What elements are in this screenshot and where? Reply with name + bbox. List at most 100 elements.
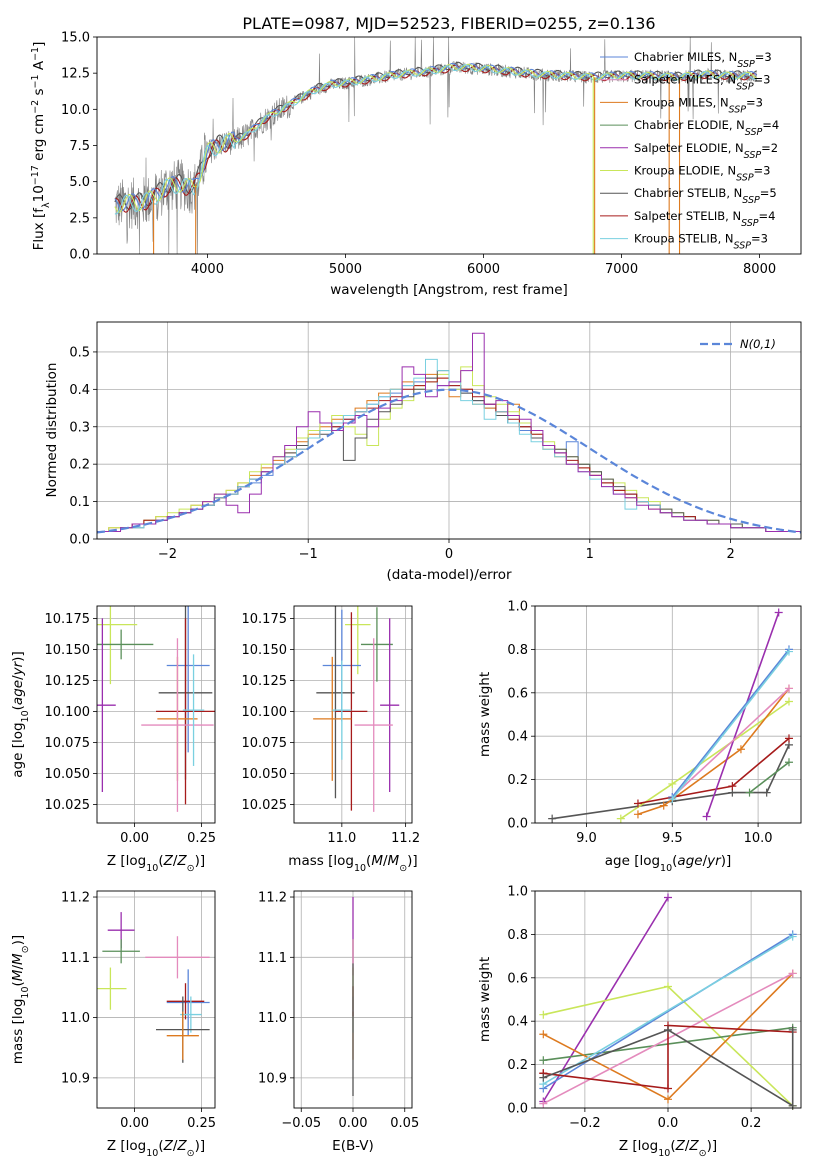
- x-axis-label: wavelength [Angstrom, rest frame]: [330, 282, 568, 298]
- y-tick-label: 0.2: [507, 773, 528, 788]
- weight-line: [543, 1029, 794, 1108]
- legend-entry: N(0,1): [740, 337, 776, 351]
- weight-vs-metallicity-panel: −0.2 0.0 0.2 0.0 0.2 0.4 0.6 0.8 1.0 Z [log10(Z/Z…: [477, 885, 802, 1159]
- y-tick-label: 11.1: [61, 951, 90, 966]
- plus-marker: [788, 932, 797, 941]
- y-tick-label: 0.0: [69, 248, 90, 263]
- plus-marker: [736, 745, 745, 754]
- plus-marker: [539, 1056, 548, 1065]
- y-tick-label: 10.150: [45, 643, 91, 658]
- weight-series: [548, 740, 793, 823]
- x-axis-label: Z [log10(Z/Z⊙)]: [107, 853, 205, 874]
- y-tick-label: 10.025: [242, 798, 288, 813]
- y-tick-label: 10.050: [242, 767, 288, 782]
- error-bar-point: [316, 606, 355, 799]
- x-tick-label: 9.5: [662, 831, 683, 846]
- plus-marker: [784, 758, 793, 767]
- y-tick-label: 15.0: [61, 31, 90, 46]
- x-tick-label: 0: [445, 547, 453, 562]
- y-tick-label: 10.100: [45, 705, 91, 720]
- x-tick-label: 1: [586, 547, 594, 562]
- y-tick-label: 10.075: [242, 736, 288, 751]
- x-tick-label: 2: [726, 547, 734, 562]
- x-tick-label: 7000: [605, 262, 638, 277]
- plus-marker: [616, 814, 625, 823]
- plus-marker: [788, 969, 797, 978]
- error-bar-point: [166, 606, 210, 753]
- plus-marker: [664, 982, 672, 991]
- plus-marker: [664, 1084, 672, 1093]
- y-tick-label: 0.8: [507, 643, 528, 658]
- error-bar-point: [97, 629, 154, 660]
- x-tick-label: 8000: [743, 262, 776, 277]
- y-tick-label: 0.8: [507, 928, 528, 943]
- plus-marker: [784, 697, 793, 706]
- x-tick-label: 0.2: [741, 1116, 762, 1131]
- error-bar-point: [380, 618, 400, 792]
- x-tick-label: 0.00: [120, 831, 149, 846]
- weight-line: [543, 1024, 793, 1090]
- y-axis-label: Flux [fλ10−17 erg cm−2 s−1 A−1]: [30, 42, 52, 251]
- weight-series: [745, 758, 793, 797]
- x-axis-label: Z [log10(Z/Z⊙)]: [619, 1138, 717, 1159]
- y-tick-label: 10.075: [45, 736, 91, 751]
- legend-entry: Chabrier STELIB, NSSP=5: [634, 186, 777, 206]
- x-tick-label: 4000: [191, 262, 224, 277]
- x-tick-label: 6000: [467, 262, 500, 277]
- error-bar-point: [180, 996, 202, 1033]
- model-spectrum: [114, 64, 758, 215]
- error-bar-point: [335, 612, 368, 811]
- y-tick-label: 0.4: [69, 383, 90, 398]
- plus-marker: [659, 801, 668, 810]
- y-tick-label: 0.3: [69, 420, 90, 435]
- weight-line: [637, 688, 790, 816]
- plus-marker: [702, 812, 711, 821]
- error-bar-point: [313, 656, 352, 781]
- legend-entry: Salpeter ELODIE, NSSP=2: [634, 141, 778, 161]
- y-tick-label: 11.2: [258, 891, 287, 906]
- y-tick-label: 10.125: [242, 674, 288, 689]
- plus-marker: [788, 1101, 797, 1110]
- plus-marker: [788, 1025, 797, 1034]
- x-axis-label: mass [log10(M/M⊙)]: [288, 853, 417, 874]
- weight-series: [702, 608, 783, 821]
- legend-entry: Salpeter STELIB, NSSP=4: [634, 209, 775, 229]
- error-bar-point: [360, 607, 393, 682]
- plus-marker: [762, 788, 771, 797]
- axes-frame: [293, 890, 413, 1109]
- weight-series: [633, 734, 793, 808]
- error-bar-point: [166, 1011, 199, 1060]
- x-tick-label: 0.0: [658, 1116, 679, 1131]
- y-tick-label: 0.0: [69, 533, 90, 548]
- plus-marker: [745, 788, 754, 797]
- y-axis-label: age [log10(age/yr)]: [10, 651, 31, 777]
- y-tick-label: 0.0: [507, 817, 528, 832]
- error-bar-point: [345, 606, 371, 675]
- legend-entry: Chabrier MILES, NSSP=3: [634, 50, 772, 70]
- error-bar-point: [145, 936, 210, 979]
- plus-marker: [784, 647, 793, 656]
- error-bar-point: [97, 618, 116, 792]
- weight-line: [671, 648, 790, 798]
- x-tick-label: 10.0: [744, 831, 773, 846]
- y-tick-label: 10.0: [61, 103, 90, 118]
- y-tick-label: 1.0: [507, 885, 528, 900]
- y-tick-label: 2.5: [69, 211, 90, 226]
- x-tick-label: 0.25: [187, 831, 216, 846]
- residuals-histogram-panel: −2 −1 0 1 2 0.0 0.1 0.2 0.3 0.4 0.5 N(0,1) (data-mod…: [44, 321, 802, 583]
- figure-title: PLATE=0987, MJD=52523, FIBERID=0255, z=0…: [242, 14, 655, 33]
- plus-marker: [539, 1010, 548, 1019]
- x-tick-label: 0.00: [120, 1116, 149, 1131]
- plus-marker: [539, 1099, 548, 1108]
- weight-series: [539, 1025, 797, 1110]
- y-tick-label: 0.4: [507, 1015, 528, 1030]
- plus-marker: [774, 608, 783, 617]
- weight-line: [542, 933, 794, 1090]
- axes-frame: [534, 890, 802, 1109]
- error-bar-point: [354, 638, 393, 812]
- weight-line: [749, 761, 790, 794]
- error-bar-point: [141, 638, 214, 812]
- y-tick-label: 10.9: [258, 1071, 287, 1086]
- y-tick-label: 11.1: [258, 951, 287, 966]
